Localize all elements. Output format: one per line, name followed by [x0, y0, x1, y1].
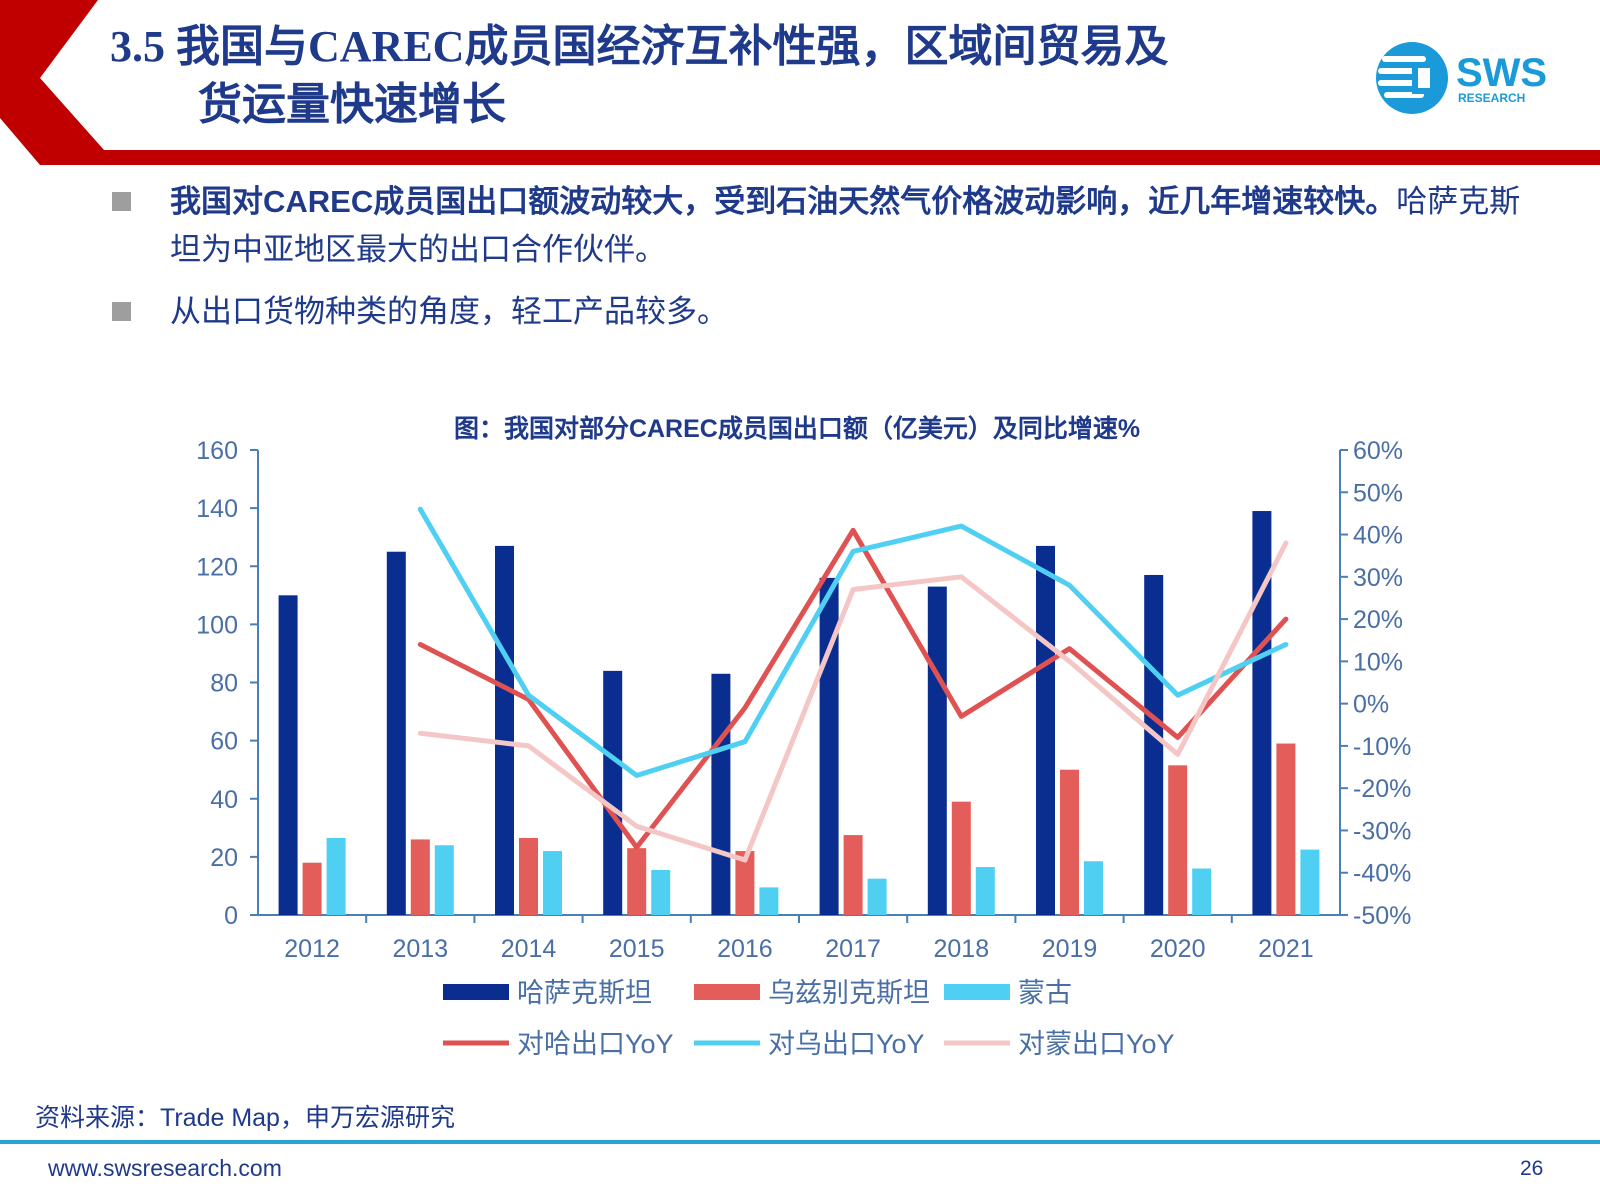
bar-乌兹别克斯坦-2012: [302, 862, 322, 915]
bullet-bold-text: 我国对CAREC成员国出口额波动较大，受到石油天然气价格波动影响，近几年增速较快…: [170, 184, 1397, 219]
bar-哈萨克斯坦-2020: [1144, 574, 1164, 915]
page-title: 3.5 我国与CAREC成员国经济互补性强，区域间贸易及 货运量快速增长: [110, 18, 1340, 134]
y-left-tick-label: 120: [196, 553, 238, 581]
bar-蒙古-2014: [543, 851, 562, 915]
legend-swatch-哈萨克斯坦: [443, 984, 509, 1000]
y-left-tick-label: 140: [196, 495, 238, 523]
bar-乌兹别克斯坦-2021: [1276, 743, 1296, 915]
logo-subtext: RESEARCH: [1458, 91, 1525, 105]
legend-label-蒙古: 蒙古: [1018, 978, 1072, 1008]
legend-label-对哈出口YoY: 对哈出口YoY: [517, 1029, 674, 1059]
y-left-tick-label: 60: [210, 728, 238, 756]
bar-蒙古-2013: [434, 845, 454, 915]
y-right-tick-label: 40%: [1353, 522, 1403, 550]
bar-乌兹别克斯坦-2020: [1168, 765, 1188, 915]
x-tick-label: 2013: [392, 935, 448, 963]
y-right-tick-label: -30%: [1353, 817, 1411, 845]
bar-哈萨克斯坦-2021: [1252, 511, 1272, 915]
bullet-text: 哈萨克斯坦为中亚地区最大的出口合作伙伴。: [170, 184, 1521, 267]
bar-哈萨克斯坦-2019: [1036, 545, 1055, 915]
y-right-tick-label: 50%: [1353, 479, 1403, 507]
y-left-tick-label: 100: [196, 611, 238, 639]
bar-蒙古-2021: [1300, 849, 1320, 915]
legend-label-对蒙出口YoY: 对蒙出口YoY: [1018, 1029, 1175, 1059]
bar-哈萨克斯坦-2013: [386, 551, 406, 915]
y-right-tick-label: 20%: [1353, 606, 1403, 634]
bar-乌兹别克斯坦-2018: [951, 801, 971, 915]
bullet-item: 从出口货物种类的角度，轻工产品较多。: [112, 288, 1532, 336]
x-tick-label: 2015: [609, 935, 665, 963]
y-right-tick-label: 60%: [1353, 437, 1403, 465]
source-note: 资料来源：Trade Map，申万宏源研究: [35, 1104, 455, 1132]
x-tick-label: 2018: [933, 935, 989, 963]
footer-divider: [0, 1140, 1600, 1144]
legend-swatch-乌兹别克斯坦: [694, 984, 760, 1000]
y-right-tick-label: 0%: [1353, 691, 1389, 719]
title-line-2: 货运量快速增长: [198, 80, 506, 129]
y-left-tick-label: 40: [210, 786, 238, 814]
x-tick-label: 2016: [717, 935, 773, 963]
x-tick-label: 2012: [284, 935, 340, 963]
y-left-tick-label: 80: [210, 670, 238, 698]
x-tick-label: 2020: [1150, 935, 1206, 963]
legend-label-哈萨克斯坦: 哈萨克斯坦: [517, 978, 652, 1008]
y-left-tick-label: 0: [224, 902, 238, 930]
bullet-square-icon: [112, 302, 131, 321]
bar-哈萨克斯坦-2014: [495, 545, 514, 915]
x-tick-label: 2014: [501, 935, 557, 963]
bar-乌兹别克斯坦-2013: [410, 839, 430, 915]
page-number: 26: [1520, 1157, 1544, 1180]
bullet-text: 从出口货物种类的角度，轻工产品较多。: [170, 294, 728, 329]
bar-蒙古-2016: [759, 887, 779, 915]
line-对乌出口YoY: [417, 506, 1289, 778]
y-right-tick-label: 30%: [1353, 564, 1403, 592]
title-line-1: 3.5 我国与CAREC成员国经济互补性强，区域间贸易及: [110, 22, 1169, 71]
y-right-tick-label: -20%: [1353, 775, 1411, 803]
bar-哈萨克斯坦-2018: [927, 586, 947, 915]
y-right-tick-label: 10%: [1353, 648, 1403, 676]
x-tick-label: 2019: [1042, 935, 1098, 963]
header-underline: [98, 150, 1600, 162]
chart-title: 图：我国对部分CAREC成员国出口额（亿美元）及同比增速%: [454, 414, 1140, 443]
header-banner: [0, 0, 1600, 165]
x-tick-label: 2017: [825, 935, 881, 963]
bullet-list: 我国对CAREC成员国出口额波动较大，受到石油天然气价格波动影响，近几年增速较快…: [112, 178, 1532, 350]
bar-乌兹别克斯坦-2016: [735, 851, 755, 915]
bar-乌兹别克斯坦-2019: [1060, 769, 1079, 915]
bar-蒙古-2019: [1084, 861, 1103, 915]
legend-swatch-蒙古: [944, 984, 1010, 1000]
bar-乌兹别克斯坦-2014: [519, 837, 538, 915]
y-right-tick-label: -50%: [1353, 902, 1411, 930]
legend-label-乌兹别克斯坦: 乌兹别克斯坦: [768, 978, 930, 1008]
bar-乌兹别克斯坦-2017: [843, 835, 863, 915]
legend-label-对乌出口YoY: 对乌出口YoY: [768, 1029, 925, 1059]
bar-哈萨克斯坦-2016: [711, 673, 731, 915]
bar-蒙古-2017: [867, 878, 887, 915]
y-right-tick-label: -40%: [1353, 860, 1411, 888]
sws-logo: SWS RESEARCH: [1376, 42, 1547, 114]
bar-哈萨克斯坦-2012: [278, 595, 298, 915]
bar-蒙古-2018: [975, 867, 995, 915]
bar-蒙古-2020: [1192, 868, 1212, 915]
y-left-tick-label: 160: [196, 437, 238, 465]
bullet-square-icon: [112, 192, 131, 211]
export-chart: 图：我国对部分CAREC成员国出口额（亿美元）及同比增速% 0 20 40 60 80 1…: [196, 414, 1411, 1059]
bullet-item: 我国对CAREC成员国出口额波动较大，受到石油天然气价格波动影响，近几年增速较快…: [112, 178, 1532, 274]
y-left-tick-label: 20: [210, 844, 238, 872]
bar-乌兹别克斯坦-2015: [627, 848, 647, 915]
bar-蒙古-2015: [651, 869, 671, 915]
logo-text: SWS: [1456, 51, 1547, 95]
line-对蒙出口YoY: [417, 540, 1289, 863]
line-对哈出口YoY: [417, 527, 1289, 850]
bar-哈萨克斯坦-2015: [603, 670, 623, 915]
footer-url[interactable]: www.swsresearch.com: [48, 1155, 282, 1181]
y-right-tick-label: -10%: [1353, 733, 1411, 761]
x-tick-label: 2021: [1258, 935, 1314, 963]
bar-蒙古-2012: [326, 837, 346, 915]
header-top-accent: [1230, 0, 1600, 8]
